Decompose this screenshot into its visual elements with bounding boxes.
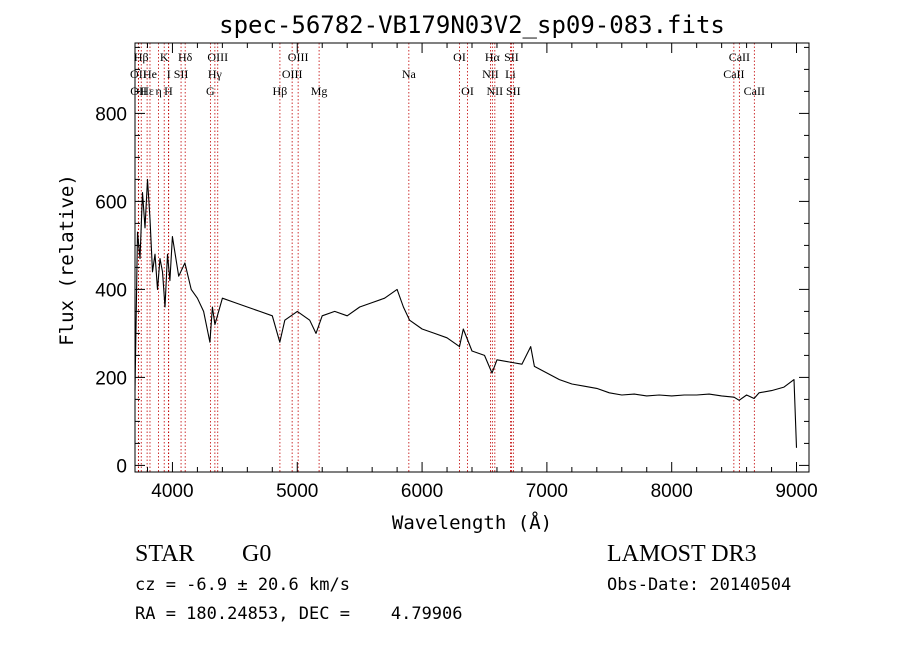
spectral-line-label: Hβ: [273, 84, 288, 98]
spectral-line-label: G: [206, 84, 215, 98]
spectral-line-label: He: [143, 67, 157, 81]
spectral-line-label: Hγ: [208, 67, 223, 81]
spectral-line-label: η: [155, 84, 161, 98]
y-axis-ticks: 0 200 400 600 800: [95, 46, 809, 477]
spectral-line-label: Mg: [311, 84, 328, 98]
y-tick-label: 600: [95, 192, 127, 213]
spectral-line-label: OIII: [207, 50, 228, 64]
spectral-line-label: Na: [402, 67, 417, 81]
y-tick-label: 800: [95, 104, 127, 125]
x-tick-label: 9000: [775, 481, 817, 502]
y-tick-label: 400: [95, 280, 127, 301]
spectrum-line: [134, 178, 798, 448]
spectral-line-label: OII: [130, 67, 147, 81]
spectral-line-label: Hβ: [134, 50, 149, 64]
y-tick-label: 0: [116, 456, 127, 477]
x-tick-label: 6000: [401, 481, 443, 502]
x-axis-ticks: 4000 5000 6000 7000 8000 9000: [146, 43, 818, 502]
object-class: STAR: [135, 541, 194, 567]
spectral-line-label: Hα: [485, 50, 501, 64]
plot-frame: [134, 42, 810, 473]
y-tick-label: 200: [95, 368, 127, 389]
y-axis-label: Flux (relative): [56, 174, 78, 346]
spectral-line-label: I: [167, 67, 171, 81]
chart-title: spec-56782-VB179N03V2_sp09-083.fits: [219, 11, 725, 39]
redshift-value: cz = -6.9 ± 20.6 km/s: [135, 575, 350, 595]
spectral-line-label: NII: [482, 67, 499, 81]
spectral-line-label: K: [160, 50, 169, 64]
observation-date: Obs-Date: 20140504: [607, 575, 791, 595]
spectral-line-label: Li: [505, 67, 516, 81]
x-tick-label: 5000: [276, 481, 318, 502]
spectral-line-label: NII: [487, 84, 504, 98]
spectral-line-label: CaII: [723, 67, 744, 81]
x-tick-label: 7000: [526, 481, 568, 502]
object-subclass: G0: [242, 541, 271, 567]
spectral-line-label: OIII: [282, 67, 303, 81]
x-tick-label: 4000: [151, 481, 193, 502]
survey-name: LAMOST DR3: [607, 541, 757, 567]
spectral-line-label: SII: [504, 50, 519, 64]
spectral-line-label: CaII: [744, 84, 765, 98]
spectral-line-label: OIII: [288, 50, 309, 64]
spectral-line-label: SII: [174, 67, 189, 81]
x-axis-label: Wavelength (Å): [392, 511, 552, 534]
spectral-line-label: Hε: [140, 84, 154, 98]
x-tick-label: 8000: [651, 481, 693, 502]
spectral-line-label: H: [164, 84, 173, 98]
spectral-line-label: OI: [453, 50, 466, 64]
spectral-line-label: Hδ: [178, 50, 193, 64]
spectral-line-markers: [137, 43, 755, 472]
spectral-line-label: CaII: [729, 50, 750, 64]
sky-coordinates: RA = 180.24853, DEC = 4.79906: [135, 604, 463, 624]
spectral-line-label: SII: [506, 84, 521, 98]
spectral-line-label: OI: [461, 84, 474, 98]
